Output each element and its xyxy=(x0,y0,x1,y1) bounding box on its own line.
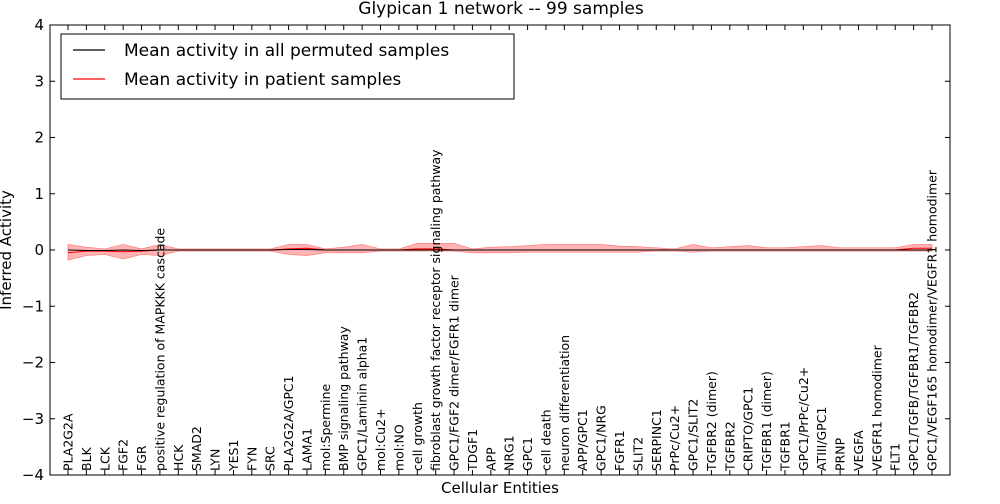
x-tick-label: GPC1 xyxy=(520,437,535,471)
x-tick-label: VEGFA xyxy=(851,430,866,471)
x-tick-label: NRG1 xyxy=(502,435,517,471)
x-tick-label: PLA2G2A/GPC1 xyxy=(281,375,296,471)
x-tick-label: YES1 xyxy=(226,440,241,472)
x-tick-label: FGFR1 xyxy=(612,430,627,471)
chart-title: Glypican 1 network -- 99 samples xyxy=(358,0,644,19)
y-tick-label: −3 xyxy=(22,410,44,428)
x-tick-label: PrPc/Cu2+ xyxy=(667,405,682,471)
x-tick-label: LAMA1 xyxy=(299,428,314,471)
x-tick-label: HCK xyxy=(171,444,186,471)
x-tick-label: FGR xyxy=(134,445,149,471)
x-tick-label: PLA2G2A xyxy=(61,413,76,471)
x-tick-label: SERPINC1 xyxy=(649,409,664,471)
permuted-mean-line xyxy=(67,248,932,252)
x-tick-label: cell death xyxy=(538,409,553,471)
x-tick-label: TGFBR2 (dimer) xyxy=(704,371,719,472)
x-tick-label: APP/GPC1 xyxy=(575,409,590,471)
x-tick-label: GPC1/FGF2 dimer/FGFR1 dimer xyxy=(447,274,462,471)
x-axis-label: Cellular Entities xyxy=(441,479,559,497)
x-tick-label: FYN xyxy=(244,447,259,471)
legend-box xyxy=(60,33,515,100)
y-tick-label: 1 xyxy=(34,185,44,203)
x-tick-label: GPC1/NRG xyxy=(594,405,609,471)
x-tick-label: TGFBR2 xyxy=(722,421,737,472)
y-axis-label: Inferred Activity xyxy=(0,190,15,310)
y-tick-label: −2 xyxy=(22,354,44,372)
x-tick-label: mol:Cu2+ xyxy=(373,408,388,471)
x-tick-label: GPC1/Laminin alpha1 xyxy=(355,337,370,471)
legend: Mean activity in all permuted samples Mea… xyxy=(60,33,515,100)
x-tick-label: TGFBR1 (dimer) xyxy=(759,371,774,472)
x-tick-label: fibroblast growth factor receptor signal… xyxy=(428,149,443,471)
y-tick-label: 2 xyxy=(34,129,44,147)
x-tick-label: CRIPTO/GPC1 xyxy=(741,387,756,471)
x-tick-label: SRC xyxy=(263,446,278,471)
x-tick-label: GPC1/SLIT2 xyxy=(686,399,701,471)
x-tick-label: SMAD2 xyxy=(189,426,204,471)
x-tick-label: LCK xyxy=(97,446,112,471)
x-tick-label: GPC1/PrPc/Cu2+ xyxy=(796,367,811,471)
x-tick-label: mol:NO xyxy=(391,424,406,471)
x-tick-label: TGFBR1 xyxy=(777,421,792,472)
x-tick-label: positive regulation of MAPKKK cascade xyxy=(152,228,167,471)
y-tick-label: −1 xyxy=(22,297,44,315)
x-tick-label: PRNP xyxy=(833,437,848,471)
x-tick-label: GPC1/TGFB/TGFBR1/TGFBR2 xyxy=(906,292,921,471)
y-tick-label: −4 xyxy=(22,466,44,484)
x-tick-label: BLK xyxy=(79,446,94,471)
legend-label: Mean activity in patient samples xyxy=(124,70,401,90)
y-tick-label: 3 xyxy=(34,72,44,90)
x-tick-label: VEGFR1 homodimer xyxy=(869,344,884,471)
x-tick-label: GPC1/VEGF165 homodimer/VEGFR1 homodimer xyxy=(925,169,940,471)
y-tick-label: 0 xyxy=(34,241,44,259)
x-tick-label: ATIII/GPC1 xyxy=(814,407,829,471)
x-tick-label: mol:Spermine xyxy=(318,383,333,471)
x-tick-label: APP xyxy=(483,447,498,471)
x-tick-label: BMP signaling pathway xyxy=(336,326,351,471)
x-tick-label: LYN xyxy=(208,449,223,471)
x-tick-label: SLIT2 xyxy=(630,437,645,471)
x-tick-label: TDGF1 xyxy=(465,429,480,472)
x-tick-label: cell growth xyxy=(410,402,425,471)
x-tick-label: neuron differentiation xyxy=(557,335,572,471)
x-tick-label: FLT1 xyxy=(888,443,903,471)
y-tick-label: 4 xyxy=(34,16,44,34)
patient-activity-band xyxy=(67,242,933,261)
legend-label: Mean activity in all permuted samples xyxy=(124,41,449,61)
plot-area: −4 −3 −2 −1 0 1 2 3 4 PLA2G2A BLK LCK FGF2 FGR positiv… xyxy=(22,16,951,484)
x-tick-label: FGF2 xyxy=(116,439,131,471)
